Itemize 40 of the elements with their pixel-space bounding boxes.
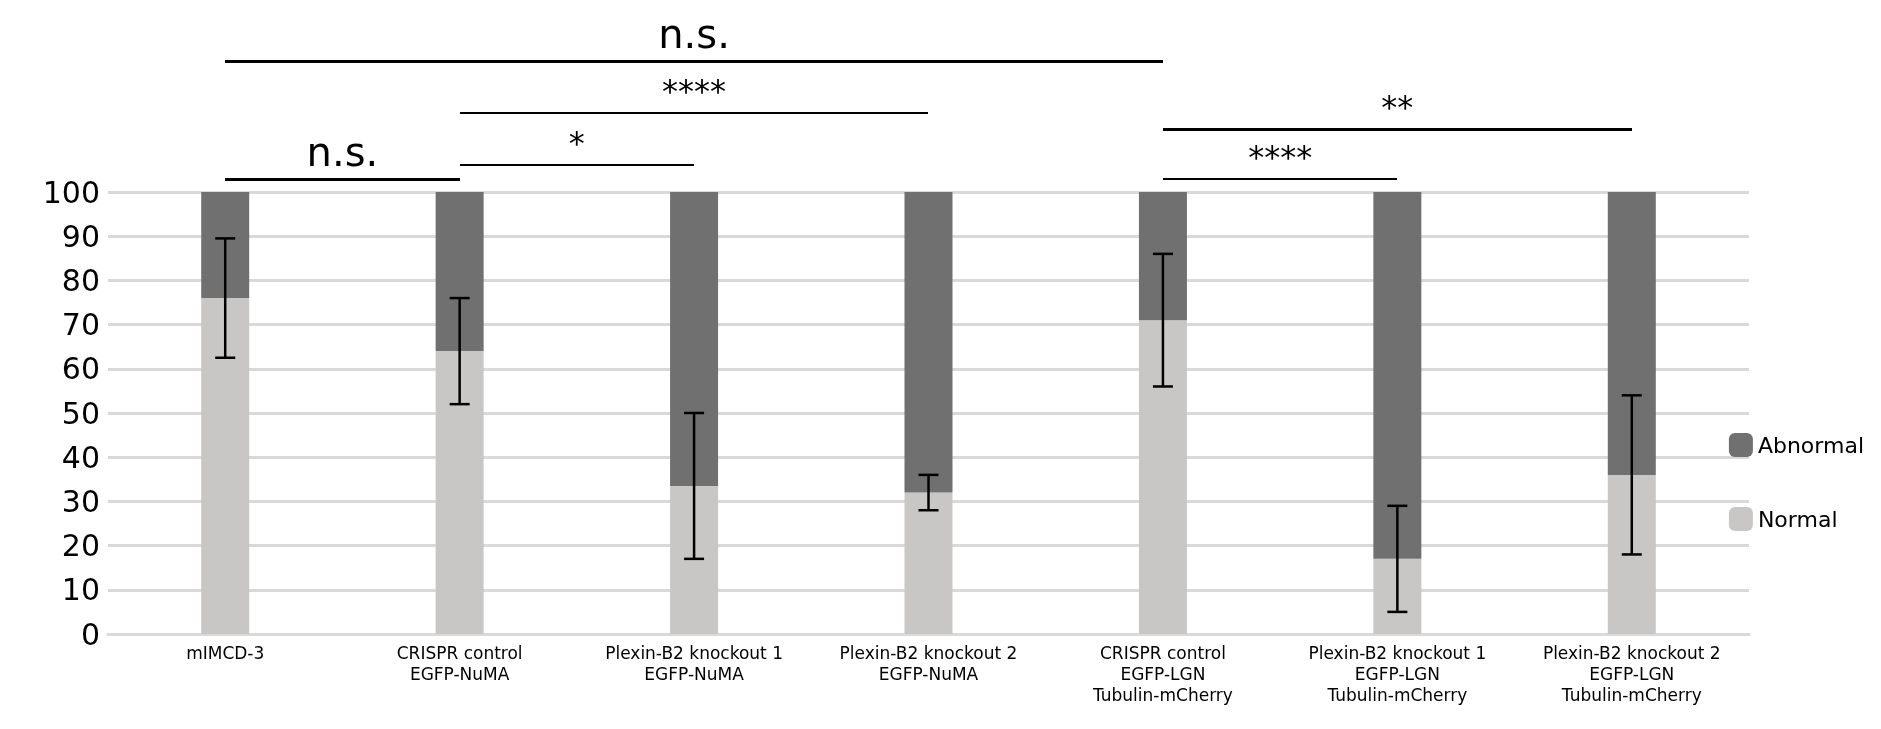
bar (1138, 320, 1187, 634)
bar (1138, 192, 1187, 321)
x-tick-label: Plexin-B2 knockout 1 EGFP-NuMA (605, 642, 783, 684)
y-tick-label: 20 (61, 528, 100, 564)
y-tick-label: 40 (61, 439, 100, 475)
x-tick-label: Plexin-B2 knockout 1 EGFP-LGN Tubulin-mCherry (1308, 642, 1487, 705)
y-tick-label: 30 (61, 483, 100, 519)
y-tick-label: 10 (61, 572, 100, 608)
bar (1607, 192, 1656, 475)
x-tick-label: CRISPR control EGFP-NuMA (396, 642, 523, 684)
y-tick-label: 90 (61, 218, 100, 254)
text: n.s. (305, 129, 380, 175)
legend-label: Abnormal (1757, 432, 1865, 458)
bar (201, 298, 250, 634)
x-tick-label: mIMCD-3 (186, 642, 265, 663)
bar (435, 192, 484, 352)
x-tick-label: Plexin-B2 knockout 2 EGFP-LGN Tubulin-mCherry (1542, 642, 1721, 705)
bar (670, 485, 719, 634)
x-tick-label: Plexin-B2 knockout 2 EGFP-NuMA (839, 642, 1018, 684)
bar (201, 192, 250, 299)
text: * (567, 123, 586, 162)
bar (1607, 474, 1656, 634)
bar (435, 351, 484, 634)
x-tick-label: CRISPR control EGFP-LGN Tubulin-mCherry (1091, 642, 1233, 705)
text: ** (1380, 87, 1415, 126)
y-tick-label: 50 (61, 395, 100, 431)
bar (1373, 558, 1422, 634)
text: **** (661, 71, 728, 110)
legend-label: Normal (1757, 506, 1838, 532)
bar (670, 192, 719, 486)
bar (904, 492, 953, 634)
bar (904, 192, 953, 493)
bar (1373, 192, 1422, 559)
y-tick-label: 100 (42, 174, 100, 210)
y-tick-label: 70 (61, 307, 100, 343)
y-tick-label: 80 (61, 262, 100, 298)
text: n.s. (657, 11, 731, 57)
text: **** (1247, 137, 1314, 176)
y-tick-label: 60 (61, 351, 100, 387)
y-tick-label: 0 (80, 616, 100, 652)
